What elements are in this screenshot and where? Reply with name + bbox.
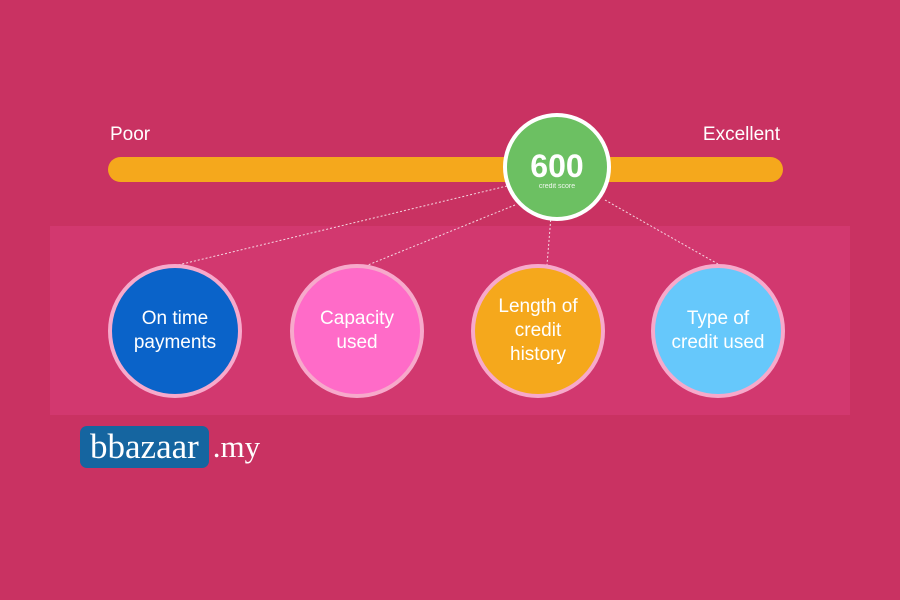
connector-line (367, 204, 516, 266)
factor-credit-history-length: Length of credit history (471, 264, 605, 398)
credit-score-badge: 600 credit score (503, 113, 611, 221)
poor-label: Poor (110, 124, 151, 145)
factor-credit-type: Type of credit used (651, 264, 785, 398)
factor-capacity-used: Capacity used (290, 264, 424, 398)
factor-on-time-payments: On time payments (108, 264, 242, 398)
bbazaar-logo: bbazaar .my (80, 426, 260, 468)
score-value: 600 (530, 147, 584, 184)
connector-line (546, 215, 552, 266)
logo-brand: bbazaar (80, 426, 209, 468)
connector-line (604, 199, 719, 265)
score-scale-bar (108, 157, 783, 182)
connector-line (177, 185, 508, 266)
excellent-label: Excellent (702, 124, 780, 145)
logo-domain: .my (212, 429, 261, 464)
score-caption: credit score (538, 182, 576, 190)
